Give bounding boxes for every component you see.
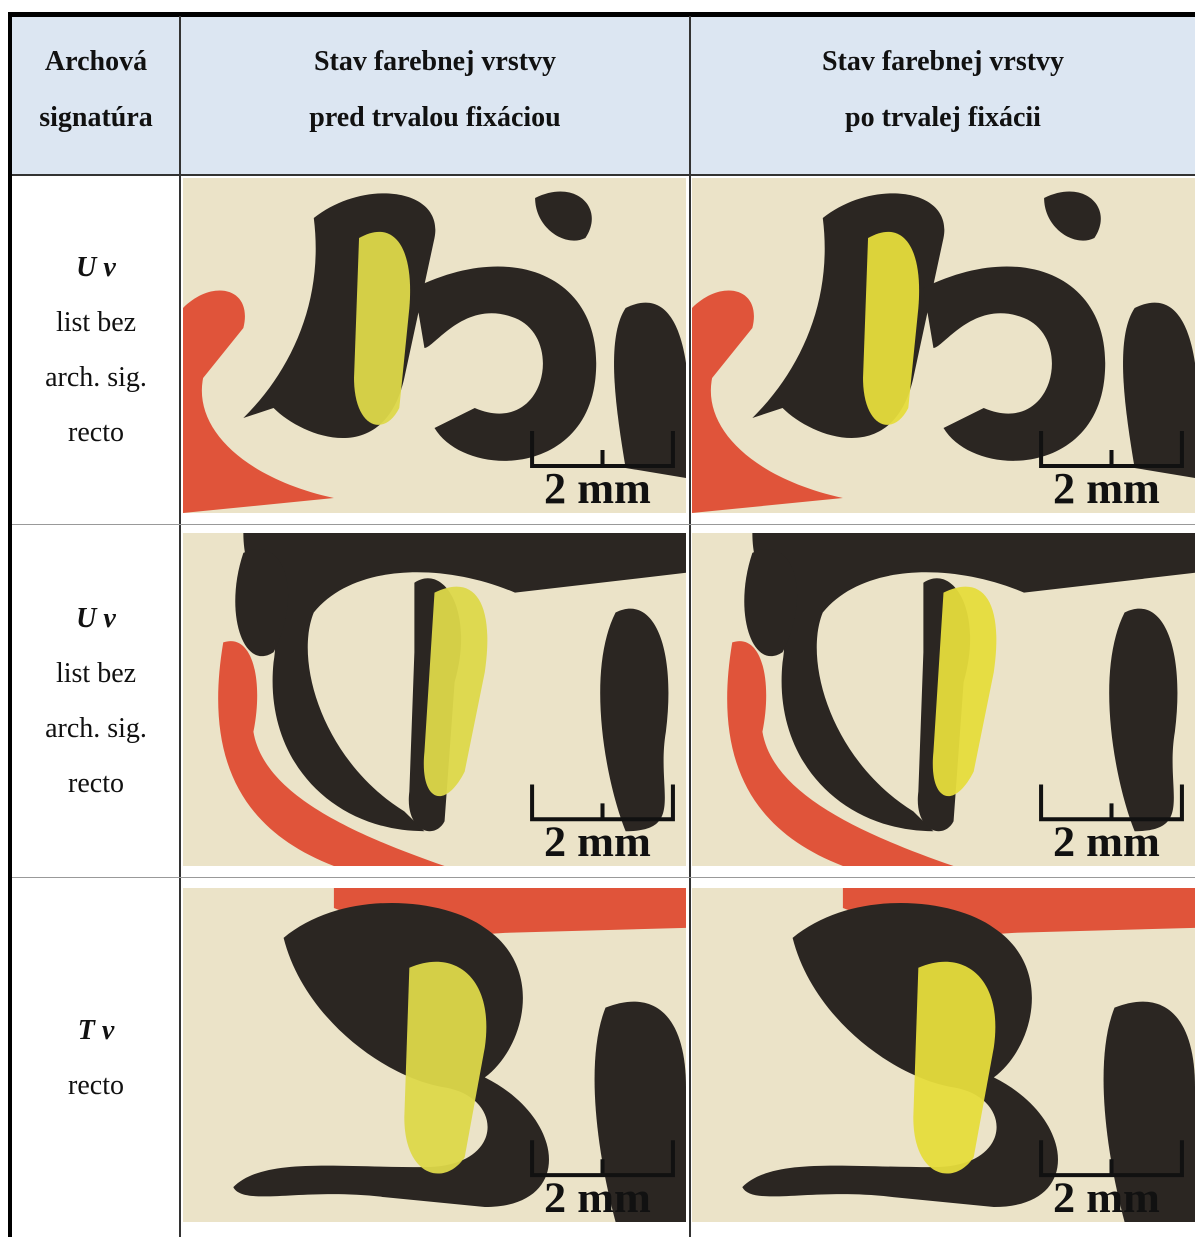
red-paint xyxy=(218,641,445,866)
scale-label: 2 mm xyxy=(544,1173,651,1222)
column-border xyxy=(179,16,181,1237)
red-paint xyxy=(727,641,954,866)
cell-text: list bez xyxy=(55,658,137,689)
scale-bar xyxy=(1039,431,1184,468)
ink xyxy=(614,302,686,478)
cell-text: recto xyxy=(68,1069,124,1101)
cell-text: recto xyxy=(68,417,124,448)
signature: U v xyxy=(76,603,116,634)
scale-bar xyxy=(530,784,675,822)
top-border xyxy=(8,12,1195,17)
cell-text: arch. sig. xyxy=(45,362,147,393)
ink xyxy=(1123,302,1195,478)
yellow-paint xyxy=(913,961,996,1174)
ink xyxy=(535,191,592,241)
header-row xyxy=(12,16,1195,175)
scale-line xyxy=(530,431,675,468)
signature: T v xyxy=(77,1014,115,1046)
micrograph: 2 mm xyxy=(183,178,686,513)
red-paint xyxy=(183,290,334,513)
ink xyxy=(1103,1001,1195,1222)
yellow-paint xyxy=(404,961,487,1174)
ink xyxy=(744,548,798,657)
row-border xyxy=(12,524,1195,525)
signature: U v xyxy=(76,252,116,283)
scale-bar xyxy=(530,431,675,468)
ink xyxy=(594,1001,686,1222)
header-text: pred trvalou fixáciou xyxy=(309,102,561,133)
header-text: po trvalej fixácii xyxy=(845,102,1041,133)
header-text: Stav farebnej vrstvy xyxy=(313,46,557,77)
yellow-paint xyxy=(932,586,997,797)
ink xyxy=(235,548,289,657)
scale-line xyxy=(530,784,675,822)
cell-text: arch. sig. xyxy=(45,713,147,744)
scale-bar xyxy=(1039,1140,1184,1178)
ink xyxy=(600,608,669,832)
scale-bar xyxy=(1039,784,1184,822)
scale-line xyxy=(530,1140,675,1178)
scale-label: 2 mm xyxy=(1053,464,1160,513)
micrograph: 2 mm xyxy=(692,888,1195,1222)
ink xyxy=(243,533,686,832)
scale-label: 2 mm xyxy=(544,817,651,866)
ink xyxy=(923,266,1106,461)
ink xyxy=(414,266,597,461)
row-border xyxy=(12,174,1195,176)
ink xyxy=(1044,191,1101,241)
row-border xyxy=(12,877,1195,878)
column-border xyxy=(689,16,691,1237)
cell-text: recto xyxy=(68,768,124,799)
header-text: Stav farebnej vrstvy xyxy=(821,46,1065,77)
header-text: signatúra xyxy=(39,102,153,133)
scale-label: 2 mm xyxy=(1053,1173,1160,1222)
header-text: Archová xyxy=(44,46,148,77)
scale-line xyxy=(1039,784,1184,822)
cell-text: list bez xyxy=(55,307,137,338)
red-paint xyxy=(692,290,843,513)
scale-label: 2 mm xyxy=(544,464,651,513)
scale-label: 2 mm xyxy=(1053,817,1160,866)
left-border xyxy=(8,12,12,1237)
ink xyxy=(1109,608,1178,832)
micrograph: 2 mm xyxy=(183,888,686,1222)
scale-line xyxy=(1039,431,1184,468)
scale-bar xyxy=(530,1140,675,1178)
yellow-paint xyxy=(423,586,488,797)
ink xyxy=(752,533,1195,832)
yellow-paint xyxy=(354,231,411,425)
yellow-paint xyxy=(863,231,920,425)
micrograph: 2 mm xyxy=(183,533,686,866)
micrograph: 2 mm xyxy=(692,178,1195,513)
micrograph: 2 mm xyxy=(692,533,1195,866)
scale-line xyxy=(1039,1140,1184,1178)
